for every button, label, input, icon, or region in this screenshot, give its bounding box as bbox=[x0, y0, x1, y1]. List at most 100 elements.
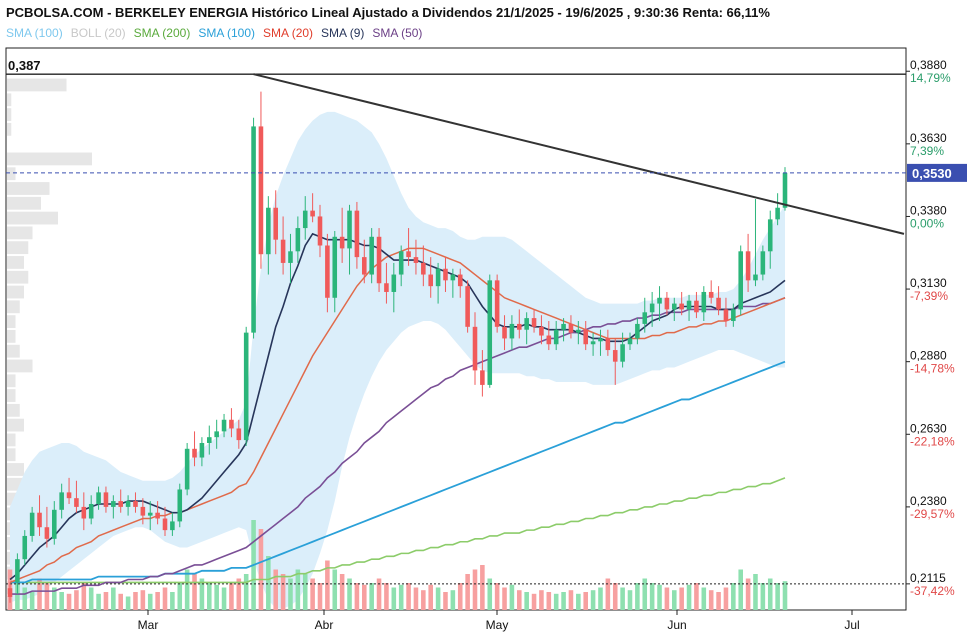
volume-bar bbox=[421, 590, 426, 610]
volume-bar bbox=[125, 596, 131, 610]
candle-body bbox=[708, 291, 714, 298]
sma100-line bbox=[10, 360, 786, 584]
legend-item-6: SMA (50) bbox=[372, 26, 423, 40]
legend-item-5: SMA (9) bbox=[321, 26, 365, 40]
candle-body bbox=[391, 274, 397, 292]
candle-body bbox=[361, 257, 367, 275]
volume-bar bbox=[66, 593, 72, 610]
volume-bar bbox=[598, 587, 603, 610]
candle-body bbox=[576, 329, 581, 333]
candle-body bbox=[716, 297, 721, 310]
volume-bar bbox=[59, 592, 64, 610]
volume-bar bbox=[192, 574, 197, 610]
volume-profile-bar bbox=[7, 196, 41, 210]
candle-body bbox=[44, 527, 50, 539]
volume-bar bbox=[435, 587, 441, 610]
volume-bar bbox=[332, 569, 338, 610]
x-tick-label: Jul bbox=[844, 618, 859, 632]
candle-body bbox=[443, 268, 448, 281]
candle-body bbox=[103, 492, 109, 507]
volume-bar bbox=[369, 583, 374, 610]
candle-body bbox=[37, 512, 42, 528]
candle-body bbox=[280, 239, 286, 263]
volume-profile-bar bbox=[7, 315, 16, 328]
volume-profile-bar bbox=[7, 211, 58, 225]
sma50-line bbox=[10, 297, 786, 595]
candle-body bbox=[480, 370, 485, 385]
y-pct-label: -29,57% bbox=[910, 507, 955, 521]
volume-bar bbox=[782, 581, 788, 610]
candle-body bbox=[620, 344, 625, 362]
volume-bar bbox=[701, 587, 707, 610]
volume-bar bbox=[147, 593, 153, 610]
volume-bar bbox=[767, 578, 773, 610]
candle-body bbox=[147, 512, 153, 516]
volume-bar bbox=[406, 583, 411, 610]
candle-body bbox=[398, 251, 404, 275]
sma20-line bbox=[9, 247, 786, 584]
volume-bar bbox=[162, 587, 168, 610]
candle-body bbox=[302, 210, 308, 229]
volume-bar bbox=[229, 583, 234, 610]
volume-bar bbox=[243, 574, 249, 610]
legend-item-2: SMA (200) bbox=[133, 26, 191, 40]
candle-body bbox=[664, 297, 670, 310]
candle-body bbox=[155, 512, 160, 519]
volume-bar bbox=[494, 583, 500, 610]
candle-body bbox=[671, 303, 677, 310]
y-tick-label: 0,3380 bbox=[910, 203, 947, 217]
volume-bar bbox=[103, 592, 109, 610]
candle-body bbox=[317, 216, 323, 246]
candle-body bbox=[598, 338, 603, 342]
volume-bar bbox=[177, 583, 183, 610]
volume-bar bbox=[457, 583, 463, 610]
volume-bar bbox=[29, 592, 35, 610]
y-pct-label: -7,39% bbox=[910, 289, 948, 303]
candle-body bbox=[125, 501, 131, 507]
volume-profile-bar bbox=[7, 359, 33, 373]
volume-bar bbox=[111, 587, 116, 610]
volume-bar bbox=[199, 578, 205, 610]
volume-profile-bar bbox=[7, 270, 29, 284]
legend-item-1: BOLL (20) bbox=[70, 26, 126, 40]
candle-body bbox=[243, 332, 249, 441]
volume-bar bbox=[280, 574, 286, 610]
volume-bar bbox=[413, 587, 419, 610]
y-pct-label: -37,42% bbox=[910, 584, 955, 598]
candle-body bbox=[162, 518, 168, 531]
volume-bar bbox=[627, 590, 633, 610]
candle-body bbox=[472, 326, 478, 371]
candle-body bbox=[428, 274, 434, 287]
candle-body bbox=[605, 338, 611, 351]
candle-body bbox=[583, 329, 589, 345]
candle-body bbox=[524, 318, 529, 330]
candle-body bbox=[494, 280, 500, 327]
volume-bar bbox=[443, 592, 448, 610]
candle-body bbox=[568, 323, 574, 333]
volume-bar bbox=[266, 556, 271, 610]
y-tick-label: 0,2380 bbox=[910, 494, 947, 508]
chart-title: PCBOLSA.COM - BERKELEY ENERGIA Histórico… bbox=[6, 5, 770, 20]
y-tick-label: 0,3880 bbox=[910, 58, 947, 72]
sma200-line bbox=[10, 477, 786, 584]
candle-body bbox=[88, 503, 94, 519]
volume-bar bbox=[236, 578, 242, 610]
volume-profile-bar bbox=[7, 418, 24, 432]
candle-body bbox=[509, 323, 515, 339]
candle-body bbox=[140, 506, 146, 516]
volume-bar bbox=[620, 587, 625, 610]
candle-body bbox=[96, 492, 101, 504]
candle-body bbox=[767, 219, 773, 252]
candle-body bbox=[266, 207, 271, 255]
volume-bar bbox=[288, 578, 293, 610]
volume-bar bbox=[568, 590, 574, 610]
candle-body bbox=[15, 559, 20, 583]
candle-body bbox=[635, 323, 640, 339]
volume-bar bbox=[310, 578, 315, 610]
candle-body bbox=[450, 274, 456, 281]
candle-body bbox=[731, 309, 736, 322]
volume-bar bbox=[723, 587, 729, 610]
candle-body bbox=[339, 236, 345, 249]
